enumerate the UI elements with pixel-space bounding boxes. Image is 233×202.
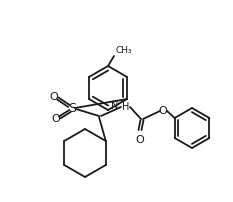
Text: N: N <box>111 101 118 111</box>
Text: O: O <box>136 135 144 145</box>
Text: O: O <box>52 114 60 124</box>
Text: H: H <box>122 102 129 112</box>
Text: O: O <box>159 106 167 116</box>
Text: S: S <box>68 101 76 115</box>
Text: CH₃: CH₃ <box>115 46 132 55</box>
Text: O: O <box>50 92 58 102</box>
